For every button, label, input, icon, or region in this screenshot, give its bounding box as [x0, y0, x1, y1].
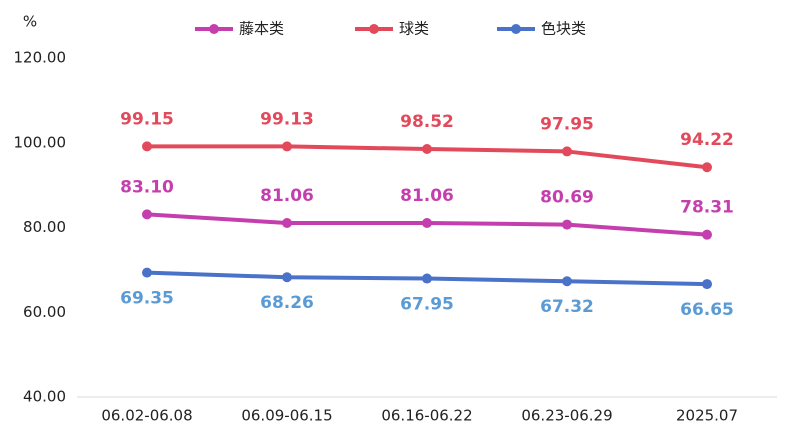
legend-label: 球类 [399, 20, 429, 38]
value-label: 67.32 [540, 297, 594, 317]
value-label: 81.06 [260, 186, 314, 206]
point [142, 141, 152, 152]
point [562, 146, 572, 157]
point [282, 141, 292, 152]
value-label: 83.10 [120, 177, 174, 197]
legend-marker [511, 24, 521, 34]
point [422, 144, 432, 155]
point [702, 279, 712, 290]
legend-label: 色块类 [541, 20, 586, 38]
x-tick-label: 06.02-06.08 [101, 407, 192, 425]
point [422, 218, 432, 229]
value-label: 97.95 [540, 114, 594, 134]
value-label: 99.15 [120, 109, 174, 129]
point [422, 273, 432, 284]
value-label: 67.95 [400, 295, 454, 315]
value-label: 98.52 [400, 112, 454, 132]
y-tick-label: 80.00 [23, 218, 66, 236]
value-label: 80.69 [540, 188, 594, 208]
value-label: 69.35 [120, 289, 174, 309]
value-label: 66.65 [680, 300, 734, 320]
point [142, 267, 152, 278]
x-tick-label: 06.16-06.22 [381, 407, 472, 425]
x-tick-label: 06.23-06.29 [521, 407, 612, 425]
value-label: 99.13 [260, 109, 314, 129]
point [282, 272, 292, 283]
legend-marker [369, 24, 379, 34]
y-axis-label: % [23, 13, 37, 31]
value-label: 78.31 [680, 198, 734, 218]
x-tick-label: 2025.07 [676, 407, 738, 425]
y-tick-label: 100.00 [14, 133, 67, 151]
x-tick-label: 06.09-06.15 [241, 407, 332, 425]
point [702, 162, 712, 173]
legend-marker [209, 24, 219, 34]
point [282, 218, 292, 229]
value-label: 68.26 [260, 293, 314, 313]
y-tick-label: 40.00 [23, 388, 66, 406]
point [562, 219, 572, 230]
point [142, 209, 152, 220]
point [562, 276, 572, 287]
value-label: 94.22 [680, 130, 734, 150]
value-label: 81.06 [400, 186, 454, 206]
legend-label: 藤本类 [239, 20, 284, 38]
point [702, 229, 712, 240]
y-tick-label: 120.00 [14, 49, 67, 67]
y-tick-label: 60.00 [23, 303, 66, 321]
